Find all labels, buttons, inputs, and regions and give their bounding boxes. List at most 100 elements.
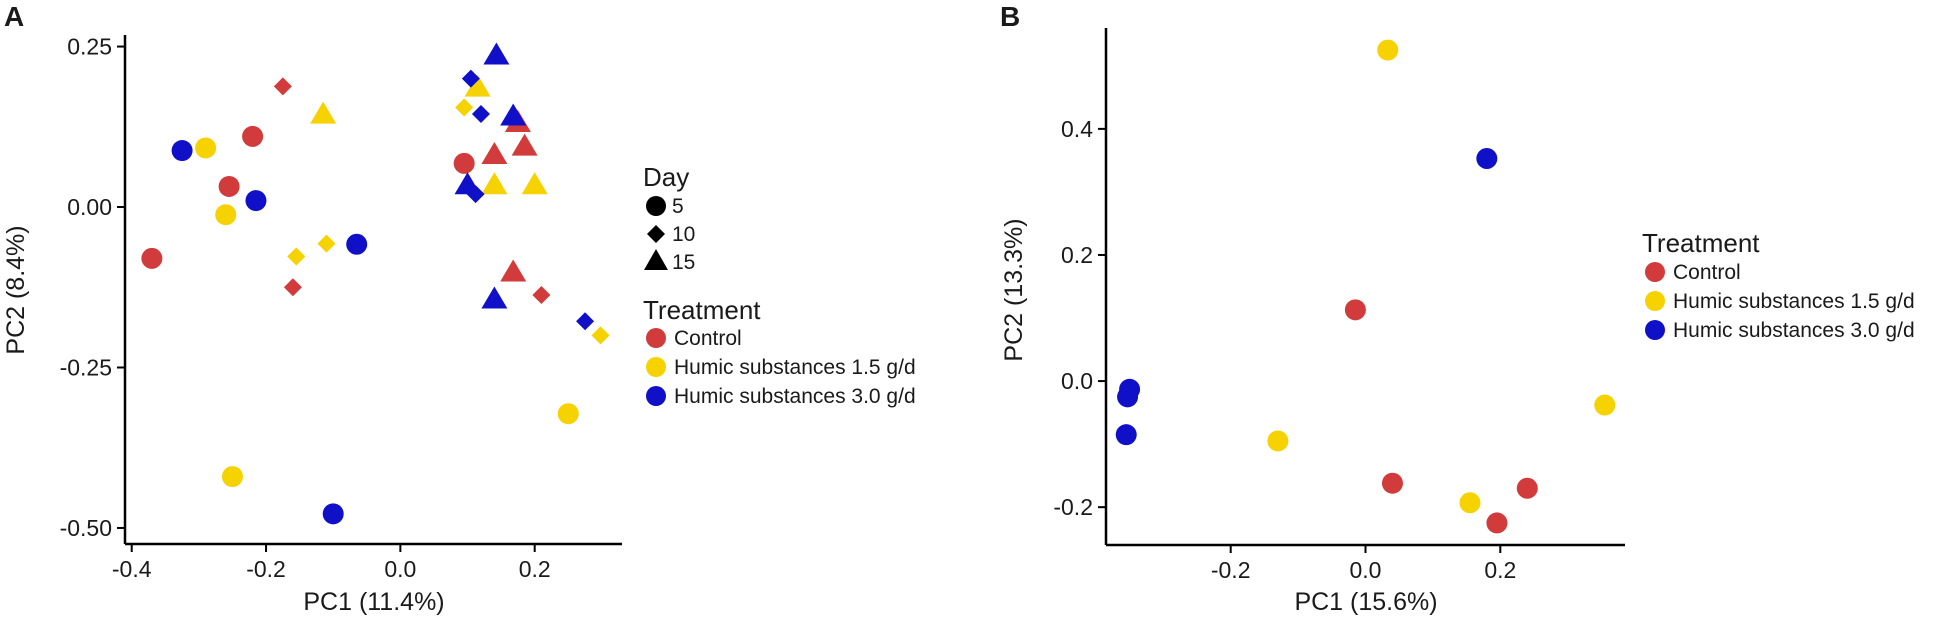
humic-3-0-swatch-icon <box>1645 320 1665 340</box>
panel-b-point-control-circle <box>1516 477 1538 499</box>
panel-b-point-humic-substances-1-5-g-d-circle <box>1267 430 1289 452</box>
treatment-legend-item-control: Control <box>1645 261 1741 284</box>
panel-b-point-humic-substances-3-0-g-d-circle <box>1117 386 1139 408</box>
panel-a-point-control-diamond <box>283 278 302 297</box>
panel-b-point-humic-substances-3-0-g-d-circle <box>1476 148 1498 170</box>
panel-a-point-humic-substances-1-5-g-d-circle <box>215 204 237 226</box>
panel-a-y-tick-label: -0.50 <box>60 515 112 541</box>
panel-b: B -0.2 0.0 0.2 0.4 0.2 0.0 -0.2 PC1 (15.6%) PC… <box>1000 1 1915 616</box>
day-legend-label: 15 <box>672 251 695 274</box>
panel-b-point-control-circle <box>1344 299 1366 321</box>
panel-a-point-humic-substances-1-5-g-d-triangle <box>464 74 491 97</box>
treatment-legend-item-humic-1-5: Humic substances 1.5 g/d <box>1645 290 1915 313</box>
panel-a-point-control-circle <box>218 175 240 197</box>
panel-b-x-axis-title: PC1 (15.6%) <box>1294 588 1437 616</box>
panel-a-point-humic-substances-3-0-g-d-triangle <box>454 172 481 195</box>
panel-b-ticks: -0.2 0.0 0.2 0.4 0.2 0.0 -0.2 <box>1053 116 1516 583</box>
day-legend-item-triangle: 15 <box>644 249 695 274</box>
diamond-marker-icon <box>647 225 665 243</box>
panel-a-point-humic-substances-3-0-g-d-triangle <box>481 286 508 309</box>
panel-b-point-humic-substances-1-5-g-d-circle <box>1594 394 1616 416</box>
day-legend-label: 5 <box>672 195 684 218</box>
humic-1-5-swatch-icon <box>646 357 666 377</box>
panel-a-point-control-diamond <box>273 77 292 96</box>
treatment-legend-label: Humic substances 1.5 g/d <box>674 356 916 379</box>
panel-a-point-humic-substances-3-0-g-d-diamond <box>576 312 595 331</box>
control-swatch-icon <box>1645 262 1665 282</box>
treatment-legend-label: Humic substances 3.0 g/d <box>674 385 916 408</box>
panel-b-x-tick-label: 0.2 <box>1484 557 1516 583</box>
panel-a-points <box>141 42 610 525</box>
humic-1-5-swatch-icon <box>1645 291 1665 311</box>
treatment-legend-label: Control <box>674 327 742 350</box>
panel-a-point-control-triangle <box>481 142 508 165</box>
panel-a-x-tick-label: 0.0 <box>384 556 416 582</box>
panel-b-y-tick-label: -0.2 <box>1053 494 1093 520</box>
treatment-legend-title: Treatment <box>1642 228 1760 258</box>
treatment-legend-item-control: Control <box>646 327 742 350</box>
panel-b-point-humic-substances-3-0-g-d-circle <box>1115 424 1137 446</box>
panel-a-point-humic-substances-3-0-g-d-circle <box>322 503 344 525</box>
panel-b-point-humic-substances-1-5-g-d-circle <box>1377 39 1399 61</box>
panel-a-label: A <box>4 1 24 32</box>
panel-a-point-humic-substances-1-5-g-d-diamond <box>317 234 336 253</box>
treatment-legend-item-humic-3-0: Humic substances 3.0 g/d <box>646 385 916 408</box>
day-legend-title: Day <box>643 162 689 192</box>
panel-a-day-legend: Day 5 10 15 <box>643 162 695 274</box>
panel-a-ticks: -0.4 -0.2 0.0 0.2 0.25 0.00 -0.25 -0.50 <box>60 34 551 582</box>
panel-b-label: B <box>1000 1 1020 32</box>
panel-a-y-tick-label: 0.00 <box>67 194 112 220</box>
panel-a-point-control-diamond <box>532 285 551 304</box>
panel-a-point-humic-substances-1-5-g-d-circle <box>195 137 217 159</box>
triangle-marker-icon <box>644 249 668 270</box>
control-swatch-icon <box>646 328 666 348</box>
panel-a-point-humic-substances-3-0-g-d-circle <box>346 233 368 255</box>
treatment-legend-item-humic-1-5: Humic substances 1.5 g/d <box>646 356 916 379</box>
panel-a-x-tick-label: 0.2 <box>519 556 551 582</box>
panel-b-x-tick-label: 0.0 <box>1350 557 1382 583</box>
panel-a-point-humic-substances-3-0-g-d-triangle <box>483 42 510 65</box>
panel-b-treatment-legend: Treatment Control Humic substances 1.5 g… <box>1642 228 1915 342</box>
panel-a-x-tick-label: -0.4 <box>112 556 152 582</box>
treatment-legend-label: Control <box>1673 261 1741 284</box>
panel-a-x-axis-title: PC1 (11.4%) <box>303 588 444 616</box>
panel-a-point-humic-substances-3-0-g-d-diamond <box>461 69 480 88</box>
treatment-legend-item-humic-3-0: Humic substances 3.0 g/d <box>1645 319 1915 342</box>
panel-a-y-tick-label: 0.25 <box>67 34 112 60</box>
panel-a-point-control-triangle <box>500 259 527 282</box>
panel-a-point-humic-substances-1-5-g-d-diamond <box>591 326 610 345</box>
panel-a-point-control-circle <box>141 247 163 269</box>
treatment-legend-label: Humic substances 3.0 g/d <box>1673 319 1915 342</box>
panel-b-point-humic-substances-1-5-g-d-circle <box>1459 492 1481 514</box>
circle-marker-icon <box>646 196 666 216</box>
panel-a-point-control-circle <box>453 152 475 174</box>
panel-a-point-humic-substances-1-5-g-d-diamond <box>455 98 474 117</box>
humic-3-0-swatch-icon <box>646 386 666 406</box>
panel-a-point-humic-substances-3-0-g-d-circle <box>245 190 267 212</box>
panel-a: A -0.4 -0.2 0.0 0.2 0.25 0.00 -0.25 -0.50 PC1 (… <box>2 1 916 616</box>
panel-b-point-control-circle <box>1381 472 1403 494</box>
panel-a-point-humic-substances-1-5-g-d-diamond <box>287 247 306 266</box>
panel-a-point-humic-substances-1-5-g-d-triangle <box>481 172 508 195</box>
day-legend-label: 10 <box>672 223 695 246</box>
panel-a-treatment-legend: Treatment Control Humic substances 1.5 g… <box>643 295 916 408</box>
panel-b-point-control-circle <box>1486 512 1508 534</box>
day-legend-item-circle: 5 <box>646 195 684 218</box>
panel-a-point-humic-substances-1-5-g-d-circle <box>221 466 243 488</box>
treatment-legend-label: Humic substances 1.5 g/d <box>1673 290 1915 313</box>
panel-b-x-tick-label: -0.2 <box>1211 557 1251 583</box>
panel-b-y-tick-label: 0.2 <box>1061 242 1093 268</box>
panel-a-y-axis-title: PC2 (8.4%) <box>2 225 30 354</box>
day-legend-item-diamond: 10 <box>647 223 695 246</box>
panel-a-point-humic-substances-1-5-g-d-circle <box>557 403 579 425</box>
panel-a-point-humic-substances-3-0-g-d-diamond <box>471 104 490 123</box>
panel-a-point-humic-substances-1-5-g-d-triangle <box>310 101 337 124</box>
panel-b-y-tick-label: 0.0 <box>1061 368 1093 394</box>
panel-b-y-tick-label: 0.4 <box>1061 116 1093 142</box>
panel-a-point-humic-substances-1-5-g-d-triangle <box>521 172 548 195</box>
panel-b-y-axis-title: PC2 (13.3%) <box>1000 218 1028 361</box>
panel-a-point-humic-substances-3-0-g-d-triangle <box>500 103 527 126</box>
panel-a-point-control-circle <box>242 125 264 147</box>
panel-b-points <box>1115 39 1616 534</box>
